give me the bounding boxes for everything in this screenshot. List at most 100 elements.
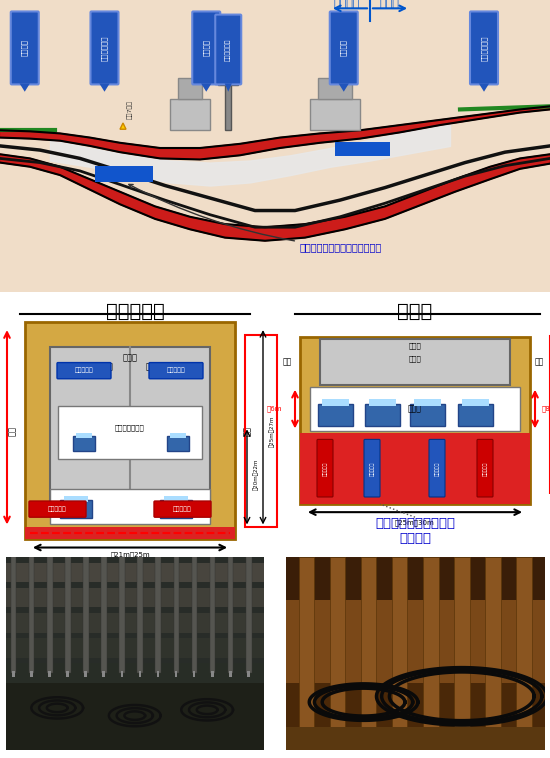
FancyBboxPatch shape [91, 11, 118, 84]
Bar [6, 638, 264, 658]
Bar [102, 671, 105, 677]
Bar [120, 671, 123, 677]
Text: 代々木上原駅: 代々木上原駅 [481, 35, 487, 61]
Text: 上り緩行線: 上り緩行線 [167, 368, 185, 374]
Text: 上り緩行線: 上り緩行線 [434, 462, 439, 476]
FancyBboxPatch shape [29, 501, 86, 517]
Bar [392, 557, 408, 750]
Text: 下り急行線: 下り急行線 [48, 506, 67, 512]
Bar [95, 166, 153, 183]
Bar [138, 553, 143, 673]
FancyBboxPatch shape [149, 362, 203, 379]
Text: 約8m: 約8m [542, 406, 550, 412]
FancyBboxPatch shape [429, 440, 445, 497]
Bar [193, 671, 195, 677]
Bar [191, 553, 197, 673]
Bar [6, 588, 264, 607]
Bar [365, 404, 400, 426]
Text: 駅施設: 駅施設 [409, 343, 421, 349]
Bar [30, 671, 32, 677]
Bar [218, 80, 238, 86]
Bar [170, 99, 210, 130]
Bar [73, 437, 95, 450]
FancyBboxPatch shape [192, 11, 220, 84]
Polygon shape [479, 83, 489, 92]
Polygon shape [201, 83, 211, 92]
Bar [211, 671, 213, 677]
Text: 渋谷区: 渋谷区 [380, 0, 400, 9]
Text: 駅施設: 駅施設 [123, 353, 138, 362]
Bar [247, 671, 250, 677]
Bar [6, 663, 264, 750]
Bar [48, 671, 51, 677]
FancyBboxPatch shape [154, 501, 211, 517]
Text: 約25m～27m: 約25m～27m [269, 415, 274, 446]
FancyBboxPatch shape [11, 11, 38, 84]
Bar [167, 437, 189, 450]
Bar [66, 671, 69, 677]
FancyBboxPatch shape [364, 440, 380, 497]
Bar [170, 434, 186, 438]
Bar [228, 553, 234, 673]
Text: 下り緩行線: 下り緩行線 [75, 368, 94, 374]
Bar [164, 496, 188, 502]
Text: 東北沢: 東北沢 [397, 302, 433, 321]
Bar [10, 553, 16, 673]
Bar [12, 671, 14, 677]
Text: 南側: 南側 [8, 426, 17, 436]
Bar [310, 99, 360, 130]
Bar [361, 557, 376, 750]
Text: 機械室: 機械室 [146, 362, 160, 371]
Bar [6, 613, 264, 632]
Text: 下り緩行線: 下り緩行線 [370, 462, 375, 476]
Text: 約21m～25m: 約21m～25m [110, 552, 150, 558]
Bar [101, 553, 107, 673]
Bar [286, 683, 544, 750]
Bar [286, 557, 544, 600]
Text: 下り急行線: 下り急行線 [322, 462, 327, 476]
Bar [64, 496, 88, 502]
Bar [29, 553, 35, 673]
Bar [320, 340, 510, 385]
Text: 約20m～22m: 約20m～22m [253, 459, 258, 490]
Polygon shape [120, 123, 126, 130]
Polygon shape [339, 83, 349, 92]
Text: コイル型水平熱交換器敘設箇所: コイル型水平熱交換器敘設箇所 [129, 184, 382, 252]
Text: 機械室: 機械室 [100, 362, 114, 371]
Polygon shape [224, 83, 232, 92]
Bar [318, 78, 352, 99]
Bar [369, 399, 396, 406]
Bar [25, 528, 235, 540]
Text: 機械室: 機械室 [409, 356, 421, 362]
Bar [300, 434, 530, 504]
Text: 世田谷区: 世田谷区 [333, 0, 360, 9]
Text: 約25m～30m: 約25m～30m [395, 519, 435, 526]
Text: ホーム: ホーム [408, 405, 422, 414]
Bar [410, 404, 445, 426]
Bar [25, 322, 235, 540]
Bar [60, 500, 92, 518]
Bar [157, 671, 160, 677]
FancyBboxPatch shape [57, 362, 111, 379]
Bar [76, 434, 92, 438]
Text: 世田谷代田駅: 世田谷代田駅 [101, 35, 108, 61]
Bar [174, 553, 179, 673]
Bar [229, 671, 232, 677]
Bar [178, 78, 202, 99]
Bar [210, 553, 216, 673]
Polygon shape [100, 83, 109, 92]
Bar [83, 553, 89, 673]
Bar [330, 557, 345, 750]
Text: 南側: 南側 [283, 358, 292, 367]
Bar [139, 671, 141, 677]
Bar [335, 142, 390, 156]
Bar [322, 399, 349, 406]
Bar [50, 347, 210, 509]
Bar [286, 557, 544, 683]
FancyBboxPatch shape [477, 440, 493, 497]
Bar [414, 399, 441, 406]
Bar [286, 727, 544, 750]
Bar [462, 399, 489, 406]
Text: 北側: 北側 [535, 358, 544, 367]
Bar [423, 557, 438, 750]
